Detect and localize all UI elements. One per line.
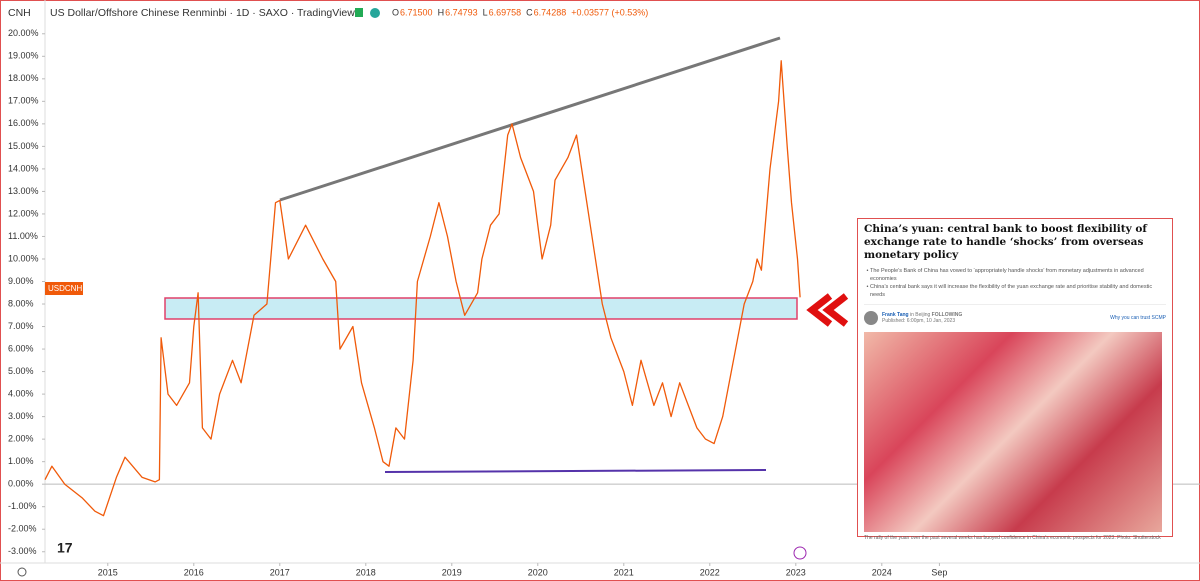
y-tick-label: 17.00% [8,96,39,106]
x-tick-label: 2023 [786,567,806,577]
headline: China’s yuan: central bank to boost flex… [864,223,1147,261]
chart-title: US Dollar/Offshore Chinese Renminbi · 1D… [50,7,355,19]
y-tick-label: 0.00% [8,479,34,489]
y-tick-label: 6.00% [8,343,34,353]
x-tick-label: 2021 [614,567,634,577]
symbol: CNH [8,7,31,19]
photo [864,332,1162,532]
x-tick-label: 2020 [528,567,548,577]
y-tick-label: 11.00% [8,231,38,241]
x-tick-label: 2019 [442,567,462,577]
location: in Beijing [909,312,931,318]
y-tick-label: -1.00% [8,501,37,511]
ohlc-value: 6.69758 [489,7,522,17]
y-tick-label: 13.00% [8,186,39,196]
change: +0.03577 (+0.53%) [571,7,648,17]
y-tick-label: 14.00% [8,163,39,173]
x-tick-label: 2016 [184,567,204,577]
trust-link[interactable]: Why you can trust SCMP [1110,315,1166,321]
support-zone [164,297,798,320]
arrow [806,293,849,327]
y-tick-label: 19.00% [8,51,39,61]
follow[interactable]: FOLLOWING [931,312,963,318]
ohlc-value: 6.74288 [534,7,567,17]
ohlc-label: C [526,7,533,17]
y-tick-label: 10.00% [8,253,39,263]
bullets: The People’s Bank of China has vowed to … [864,267,1166,299]
y-tick-label: 16.00% [8,118,39,128]
x-tick-label: 2024 [872,567,892,577]
icon [793,546,807,560]
ohlc-value: 6.71500 [400,7,433,17]
avatar [864,311,878,325]
author[interactable]: Frank Tang [882,312,909,318]
published: Published: 6:00pm, 10 Jan, 2023 [882,318,956,324]
x-tick-label: 2015 [98,567,118,577]
y-tick-label: 15.00% [8,141,39,151]
series-label: USDCNH [48,284,82,293]
x-tick-label: 2018 [356,567,376,577]
ohlc: O 6.71500 H 6.74793 L 6.69758 C 6.74288 +0.03577… [392,7,648,17]
settings-icon[interactable] [17,567,27,577]
caption: The rally of the yuan over the past seve… [864,535,1161,541]
y-tick-label: -3.00% [8,546,37,556]
trendline [279,36,781,202]
ohlc-label: O [392,7,399,17]
y-tick-label: 5.00% [8,366,34,376]
y-tick-label: 20.00% [8,28,39,38]
y-tick-label: 4.00% [8,388,34,398]
x-tick-label: 2017 [270,567,290,577]
y-tick-label: 7.00% [8,321,34,331]
ohlc-label: L [483,7,488,17]
logo: 17 [57,540,73,556]
x-tick-label: 2022 [700,567,720,577]
bullet: The People’s Bank of China has vowed to … [870,267,1166,283]
price-line [44,60,801,517]
y-tick-label: 18.00% [8,73,39,83]
icon [370,8,380,18]
y-tick-label: 2.00% [8,434,34,444]
x-tick-label: Sep [931,567,947,577]
author-block: Frank Tang in Beijing FOLLOWING Published… [882,312,962,324]
y-tick-label: 9.00% [8,276,34,286]
y-tick-label: -2.00% [8,524,37,534]
icon [355,8,363,17]
y-tick-label: 1.00% [8,456,34,466]
y-tick-label: 12.00% [8,208,39,218]
bullet: China’s central bank says it will increa… [870,283,1166,299]
y-tick-label: 3.00% [8,411,34,421]
trendline [384,469,767,473]
news-article: China’s yuan: central bank to boost flex… [857,218,1173,541]
y-tick-label: 8.00% [8,298,34,308]
ohlc-label: H [438,7,445,17]
header: CNH US Dollar/Offshore Chinese Renminbi … [8,7,648,19]
byline: Frank Tang in Beijing FOLLOWING Published… [864,304,1166,328]
ohlc-value: 6.74793 [445,7,478,17]
series-label-box [45,282,83,295]
